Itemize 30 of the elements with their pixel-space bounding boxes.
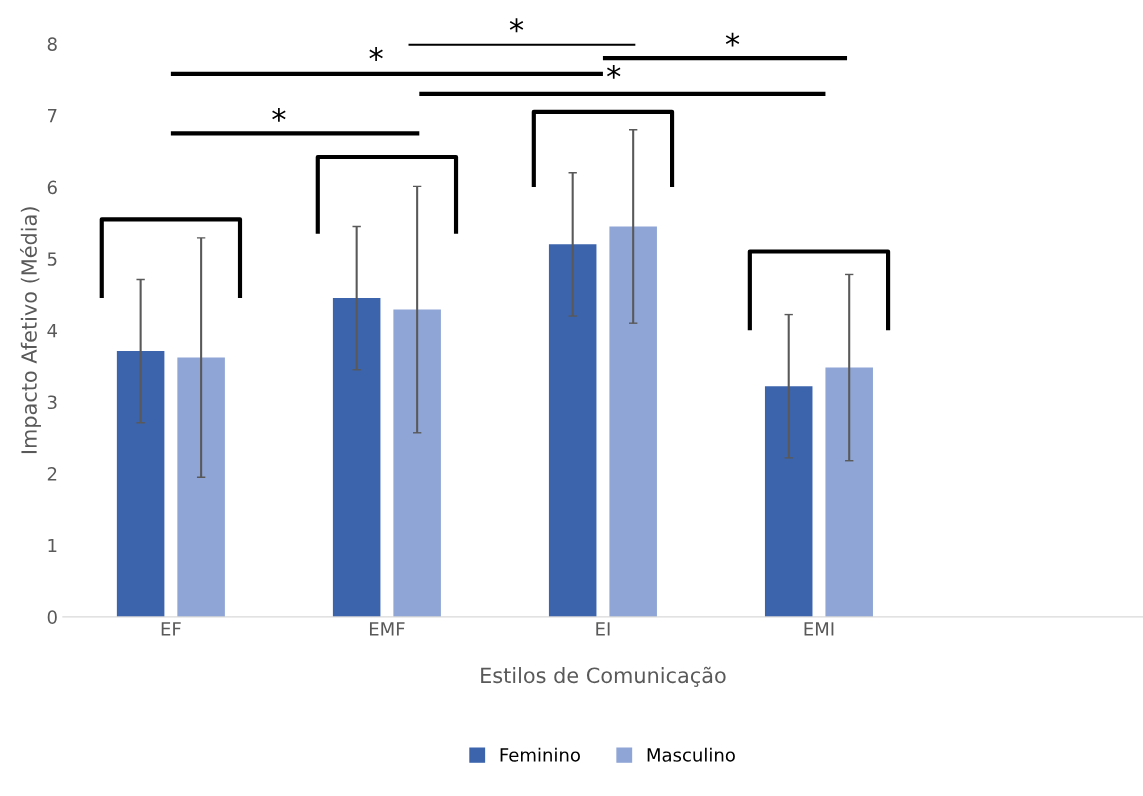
bar [825,367,873,617]
y-tick-label: 3 [47,395,57,410]
bar [332,298,381,617]
x-axis-title: Estilos de Comunicação [481,666,726,687]
x-tick-label: EI [596,622,610,636]
y-tick-label: 7 [48,109,57,123]
bar [548,244,597,617]
annotation: * [725,32,740,47]
y-axis-title: Impacto Afetivo (Média) [19,207,41,454]
y-tick-label: 5 [47,252,57,266]
bar [393,309,441,617]
x-tick-label: EF [161,622,181,636]
y-tick-label: 4 [47,324,57,338]
y-tick-label: 0 [47,610,57,625]
annotation: * [369,46,383,61]
y-tick-label: 8 [47,37,57,51]
bar [609,226,657,617]
legend-label: Masculino [647,747,735,762]
legend-label: Feminino [500,747,580,762]
bar [764,386,813,617]
y-tick-label: 1 [48,538,57,553]
y-tick-label: 2 [47,467,57,481]
annotation: * [607,64,621,79]
text: * [509,18,524,33]
x-tick-label: EMF [369,622,405,636]
bar [116,351,165,617]
bar [177,357,225,617]
x-tick-label: EMI [804,622,834,636]
y-tick-label: 6 [47,180,57,195]
annotation: * [272,107,286,122]
